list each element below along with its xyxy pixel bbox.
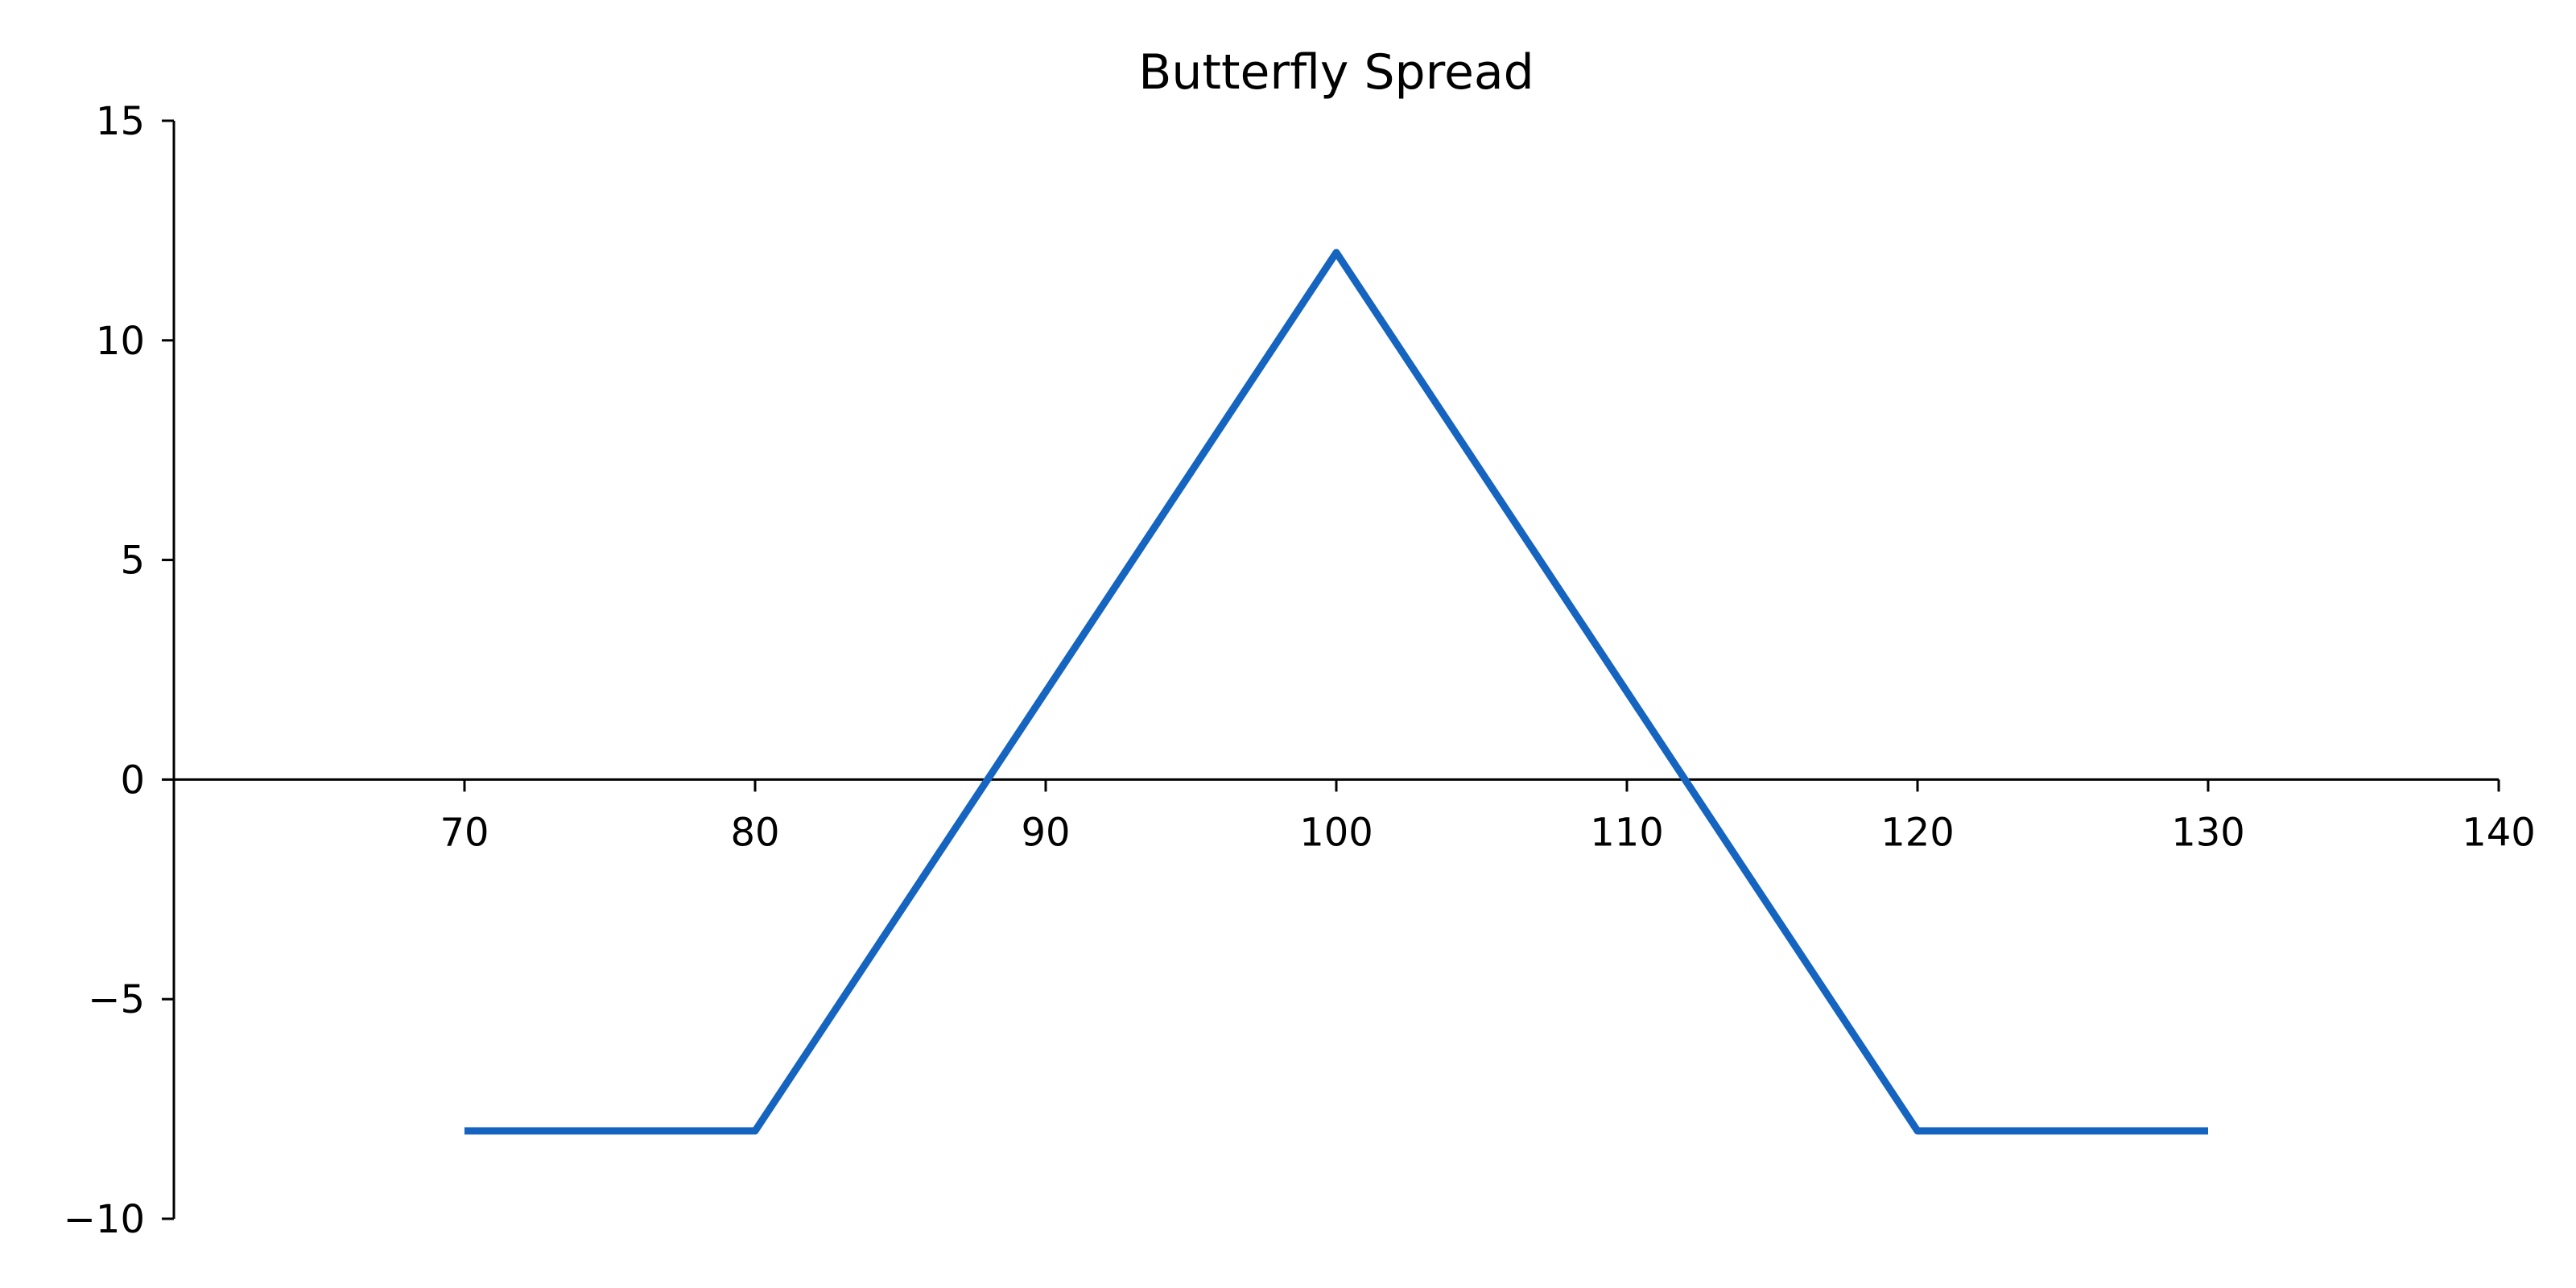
- x-tick-label: 120: [1880, 810, 1955, 855]
- payoff-line: [464, 249, 2208, 1135]
- x-tick-label: 130: [2171, 810, 2245, 855]
- axes-layer: −10 −5 0 5 10 15 70 80 90 100 110 120 130 140: [64, 99, 2536, 1242]
- y-tick-label: 10: [96, 319, 145, 364]
- x-tick-label: 90: [1021, 810, 1070, 855]
- y-tick-label: 0: [120, 758, 145, 803]
- x-tick-label: 100: [1299, 810, 1373, 855]
- x-tick-label: 70: [440, 810, 489, 855]
- y-tick-label: −10: [64, 1197, 145, 1242]
- series-layer: [464, 249, 2208, 1135]
- x-tick-label: 80: [730, 810, 779, 855]
- x-tick-label: 110: [1590, 810, 1664, 855]
- y-tick-label: −5: [88, 977, 145, 1022]
- y-tick-label: 5: [120, 539, 145, 584]
- chart-title: Butterfly Spread: [1138, 44, 1534, 101]
- y-tick-label: 15: [96, 99, 145, 144]
- x-tick-label: 140: [2462, 810, 2536, 855]
